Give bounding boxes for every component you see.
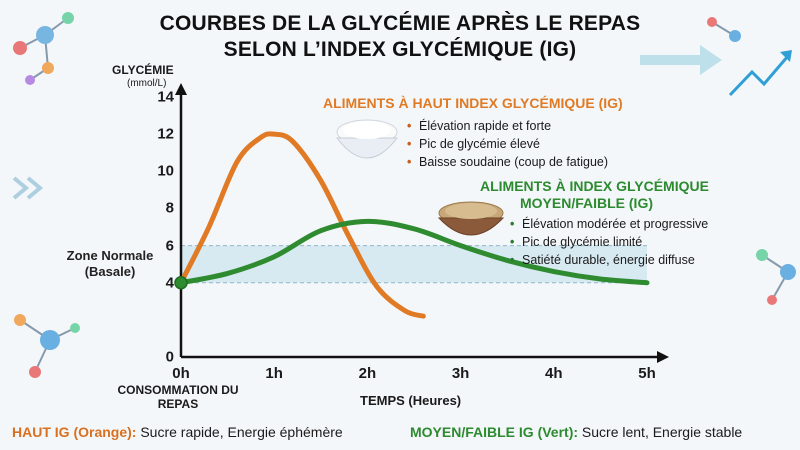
y-axis-label: GLYCÉMIE bbox=[112, 63, 174, 77]
footer-high-key: HAUT IG (Orange): bbox=[12, 424, 137, 440]
low-ig-annotation-title-line2: MOYEN/FAIBLE (IG) bbox=[520, 195, 653, 211]
high-ig-item: Élévation rapide et forte bbox=[407, 117, 608, 135]
low-ig-annotation-list: Élévation modérée et progressive Pic de … bbox=[510, 215, 708, 269]
molecule-icon bbox=[14, 314, 80, 378]
y-axis-arrow bbox=[175, 83, 187, 95]
low-ig-item: Pic de glycémie limité bbox=[510, 233, 708, 251]
y-tick-label: 10 bbox=[157, 162, 174, 180]
chart-title-line2: SELON L’INDEX GLYCÉMIQUE (IG) bbox=[223, 38, 577, 61]
low-ig-item: Satiété durable, énergie diffuse bbox=[510, 251, 708, 269]
x-tick-label: 5h bbox=[638, 365, 656, 382]
x-tick-label: 1h bbox=[265, 365, 283, 382]
low-ig-curve bbox=[178, 218, 650, 286]
footer-low-key: MOYEN/FAIBLE IG (Vert): bbox=[410, 424, 579, 440]
low-ig-item: Élévation modérée et progressive bbox=[510, 215, 708, 233]
y-tick-label: 14 bbox=[157, 88, 174, 106]
chart-title-line1: COURBES DE LA GLYCÉMIE APRÈS LE REPAS bbox=[159, 12, 641, 35]
y-tick-label: 4 bbox=[165, 274, 174, 292]
molecule-icon bbox=[13, 12, 74, 85]
x-tick-label: 4h bbox=[545, 365, 563, 382]
meal-consumption-label: CONSOMMATION DU REPAS bbox=[117, 383, 239, 411]
y-tick-label: 0 bbox=[165, 348, 174, 366]
brown-rice-bowl-icon bbox=[437, 201, 505, 236]
x-axis-arrow bbox=[657, 351, 669, 363]
high-ig-annotation-list: Élévation rapide et forte Pic de glycémi… bbox=[407, 117, 608, 171]
y-tick-label: 12 bbox=[157, 125, 174, 143]
high-ig-item: Baisse soudaine (coup de fatigue) bbox=[407, 153, 608, 171]
start-point bbox=[174, 275, 188, 290]
trend-up-icon bbox=[728, 50, 792, 97]
y-axis-unit: (mmol/L) bbox=[127, 78, 167, 89]
high-ig-annotation-title: ALIMENTS À HAUT INDEX GLYCÉMIQUE (IG) bbox=[323, 95, 623, 111]
low-ig-annotation-title-line1: ALIMENTS À INDEX GLYCÉMIQUE bbox=[480, 178, 709, 194]
footer-low-desc: Sucre lent, Energie stable bbox=[581, 424, 743, 440]
x-tick-label: 3h bbox=[451, 365, 470, 382]
molecule-icon bbox=[756, 249, 796, 305]
high-ig-item: Pic de glycémie élevé bbox=[407, 135, 608, 153]
white-rice-bowl-icon bbox=[335, 119, 399, 159]
footer-low-ig: MOYEN/FAIBLE IG (Vert): Sucre lent, Ener… bbox=[410, 424, 742, 440]
footer-high-desc: Sucre rapide, Energie éphémère bbox=[140, 424, 343, 440]
normal-zone-label: Zone Normale (Basale) bbox=[66, 248, 154, 279]
x-axis-label: TEMPS (Heures) bbox=[360, 393, 462, 408]
x-tick-label: 0h bbox=[172, 365, 190, 382]
molecule-icon bbox=[707, 17, 741, 42]
high-ig-curve bbox=[178, 131, 426, 319]
y-tick-label: 6 bbox=[165, 237, 174, 255]
footer-high-ig: HAUT IG (Orange): Sucre rapide, Energie … bbox=[12, 424, 343, 440]
chevrons-icon bbox=[12, 176, 44, 200]
x-tick-label: 2h bbox=[358, 365, 377, 382]
y-tick-label: 8 bbox=[165, 199, 174, 217]
arrow-right-icon bbox=[640, 45, 722, 75]
